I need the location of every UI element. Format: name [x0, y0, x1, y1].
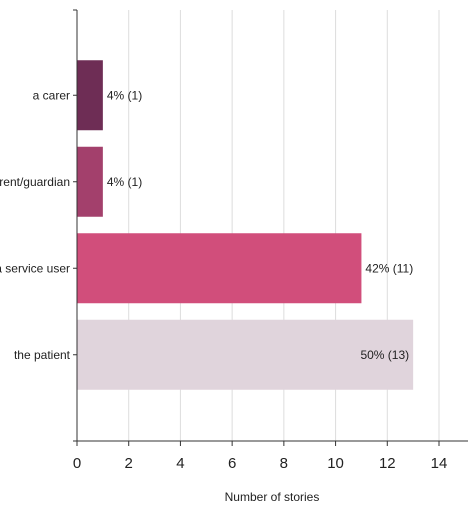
data-label-a-service-user: 42% (11) [365, 261, 413, 275]
x-ticks: 0 2 4 6 8 10 12 14 [73, 441, 448, 472]
x-tick-label-4: 4 [176, 455, 184, 472]
axes [73, 9, 468, 442]
category-label-a-service-user: a service user [0, 261, 70, 275]
x-tick-label-6: 6 [228, 455, 236, 472]
data-label-a-parent-guardian: 4% (1) [107, 175, 142, 189]
category-label-a-parent-guardian: a parent/guardian [0, 175, 70, 189]
bar-a-carer [77, 60, 103, 131]
x-tick-label-8: 8 [280, 455, 288, 472]
data-label-a-carer: 4% (1) [107, 88, 142, 102]
data-label-the-patient: 50% (13) [360, 348, 409, 362]
bar-a-parent-guardian [77, 146, 103, 217]
bar-the-patient [77, 319, 414, 390]
category-labels: a carer a parent/guardian a service user th… [0, 88, 71, 362]
bar-a-service-user [77, 233, 362, 304]
x-axis-title: Number of stories [225, 490, 320, 504]
x-tick-label-2: 2 [125, 455, 133, 472]
bars [77, 60, 414, 390]
x-tick-label-14: 14 [431, 455, 448, 472]
x-tick-label-10: 10 [327, 455, 344, 472]
category-label-a-carer: a carer [33, 88, 70, 102]
x-tick-label-0: 0 [73, 455, 81, 472]
gridlines [128, 10, 440, 441]
x-tick-label-12: 12 [379, 455, 396, 472]
data-labels: 4% (1) 4% (1) 42% (11) 50% (13) [107, 88, 413, 362]
category-label-the-patient: the patient [14, 348, 71, 362]
